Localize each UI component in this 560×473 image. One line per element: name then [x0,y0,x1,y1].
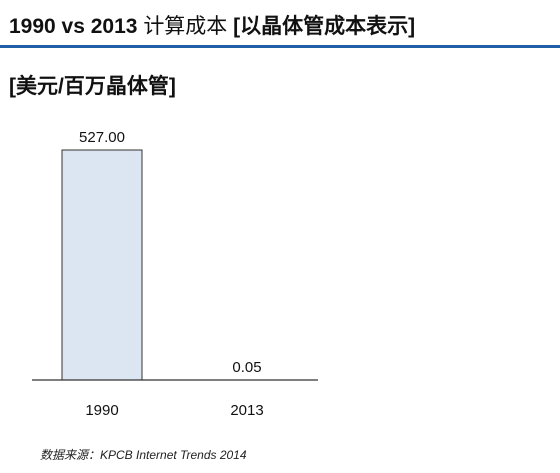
title-divider [0,45,560,48]
bar-chart: 527.00 1990 0.05 2013 [32,129,318,419]
bar-1990 [61,149,143,381]
chart-title: 1990 vs 2013 计算成本 [以晶体管成本表示] [9,10,415,40]
source-note: 数据来源：KPCB Internet Trends 2014 [40,448,247,462]
title-latin: 1990 vs 2013 [9,15,138,38]
unit-label: [美元/百万晶体管] [9,75,176,98]
data-label-1990: 527.00 [79,129,125,146]
x-tick-1990: 1990 [85,402,118,419]
title-cn: 计算成本 [143,15,228,38]
data-label-2013: 0.05 [232,359,261,376]
title-bracket: [以晶体管成本表示] [233,15,416,38]
x-tick-2013: 2013 [230,402,263,419]
